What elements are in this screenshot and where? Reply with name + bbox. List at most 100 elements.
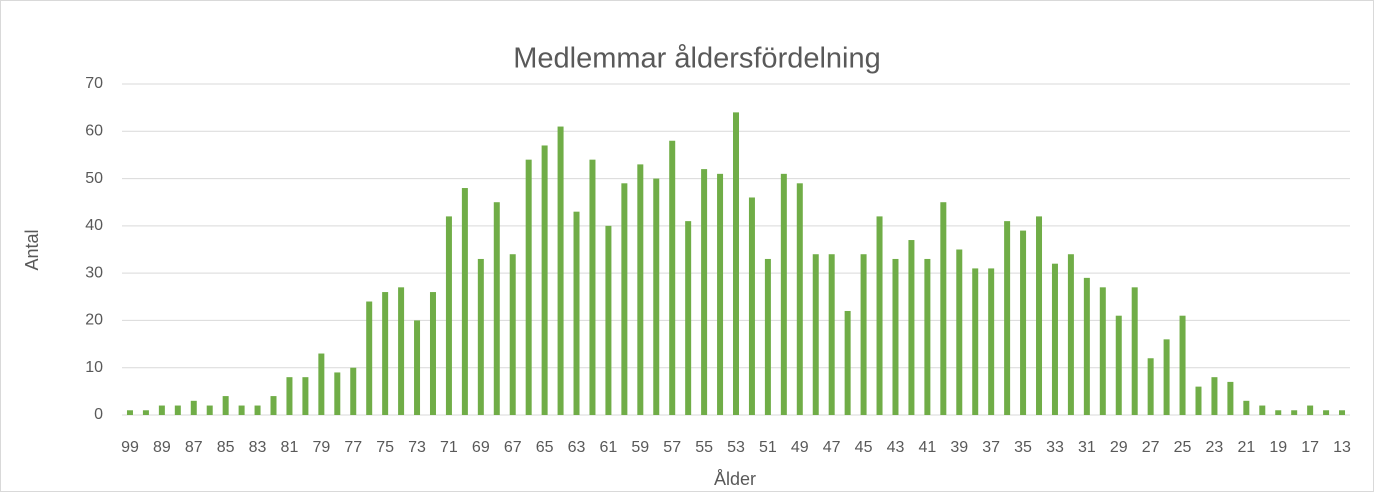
bar	[717, 173, 724, 415]
x-tick-label: 89	[153, 439, 171, 456]
bar	[541, 145, 548, 415]
bar	[876, 216, 883, 415]
x-tick-label: 55	[695, 439, 713, 456]
y-tick-label: 30	[85, 264, 103, 281]
bar	[956, 249, 963, 415]
bar	[1051, 263, 1058, 415]
bar	[1275, 410, 1282, 415]
chart-title: Medlemmar åldersfördelning	[513, 43, 881, 75]
bar	[764, 258, 771, 415]
bar	[653, 178, 660, 415]
bar	[748, 197, 755, 415]
bar	[844, 310, 851, 415]
x-tick-label: 99	[121, 439, 139, 456]
bar	[1004, 221, 1011, 415]
x-tick-label: 35	[1014, 439, 1032, 456]
bar	[1323, 410, 1330, 415]
bar	[892, 258, 899, 415]
x-tick-label: 85	[217, 439, 235, 456]
x-tick-label: 45	[855, 439, 873, 456]
x-tick-label: 65	[536, 439, 554, 456]
bar	[525, 159, 532, 415]
bar	[493, 202, 500, 415]
bar	[1147, 358, 1154, 415]
x-tick-label: 61	[600, 439, 618, 456]
bar	[1195, 386, 1202, 415]
x-tick-label: 41	[918, 439, 936, 456]
bar	[286, 377, 293, 415]
bar	[1131, 287, 1138, 415]
x-tick-label: 79	[312, 439, 330, 456]
x-tick-label: 53	[727, 439, 745, 456]
x-tick-label: 69	[472, 439, 490, 456]
bar	[1099, 287, 1106, 415]
x-tick-label: 73	[408, 439, 426, 456]
x-tick-label: 51	[759, 439, 777, 456]
bar	[796, 183, 803, 415]
bar	[414, 320, 421, 415]
bar	[557, 126, 564, 416]
bar	[860, 254, 867, 415]
x-tick-label: 21	[1237, 439, 1255, 456]
x-tick-label: 63	[568, 439, 586, 456]
x-axis-label: Ålder	[714, 469, 756, 489]
y-tick-label: 60	[85, 123, 103, 140]
bar	[222, 396, 229, 415]
y-tick-label: 40	[85, 217, 103, 234]
bar	[445, 216, 452, 415]
x-tick-label: 83	[249, 439, 267, 456]
x-tick-label: 13	[1333, 439, 1351, 456]
x-tick-label: 17	[1301, 439, 1319, 456]
x-tick-label: 39	[950, 439, 968, 456]
bar	[1115, 315, 1122, 415]
y-tick-label: 20	[85, 312, 103, 329]
bar	[350, 367, 357, 415]
bar	[254, 405, 261, 415]
bar	[238, 405, 245, 415]
x-tick-label: 81	[281, 439, 299, 456]
bar	[605, 225, 612, 415]
bar	[1211, 377, 1218, 415]
y-tick-label: 50	[85, 170, 103, 187]
bar	[733, 112, 739, 415]
bar	[988, 268, 995, 415]
bar	[701, 169, 708, 415]
bar	[828, 254, 835, 415]
bar	[509, 254, 516, 415]
x-tick-label: 27	[1142, 439, 1160, 456]
bar	[461, 188, 468, 415]
x-tick-label: 43	[887, 439, 905, 456]
bar	[1020, 230, 1027, 415]
bar	[589, 159, 596, 415]
bar	[477, 258, 484, 415]
bar	[429, 292, 436, 415]
bar	[1179, 315, 1186, 415]
x-tick-label: 67	[504, 439, 522, 456]
x-tick-label: 37	[982, 439, 1000, 456]
bar	[1036, 216, 1043, 415]
x-tick-label: 23	[1206, 439, 1224, 456]
x-tick-label: 49	[791, 439, 809, 456]
x-tick-label: 87	[185, 439, 203, 456]
bar	[1227, 381, 1234, 415]
x-tick-label: 19	[1269, 439, 1287, 456]
x-tick-label: 59	[631, 439, 649, 456]
bar	[940, 202, 947, 415]
bar	[621, 183, 628, 415]
bar	[637, 164, 644, 415]
y-axis-label: Antal	[22, 229, 42, 270]
bar	[908, 240, 915, 415]
x-tick-label: 77	[344, 439, 362, 456]
bar	[1243, 400, 1250, 415]
x-tick-label: 75	[376, 439, 394, 456]
bar	[924, 258, 931, 415]
bar	[142, 410, 149, 415]
bar	[1291, 410, 1298, 415]
bar	[1083, 277, 1090, 415]
bar	[270, 396, 277, 415]
bar	[685, 221, 692, 415]
bar	[302, 377, 309, 415]
bar	[669, 140, 676, 415]
x-tick-label: 29	[1110, 439, 1128, 456]
